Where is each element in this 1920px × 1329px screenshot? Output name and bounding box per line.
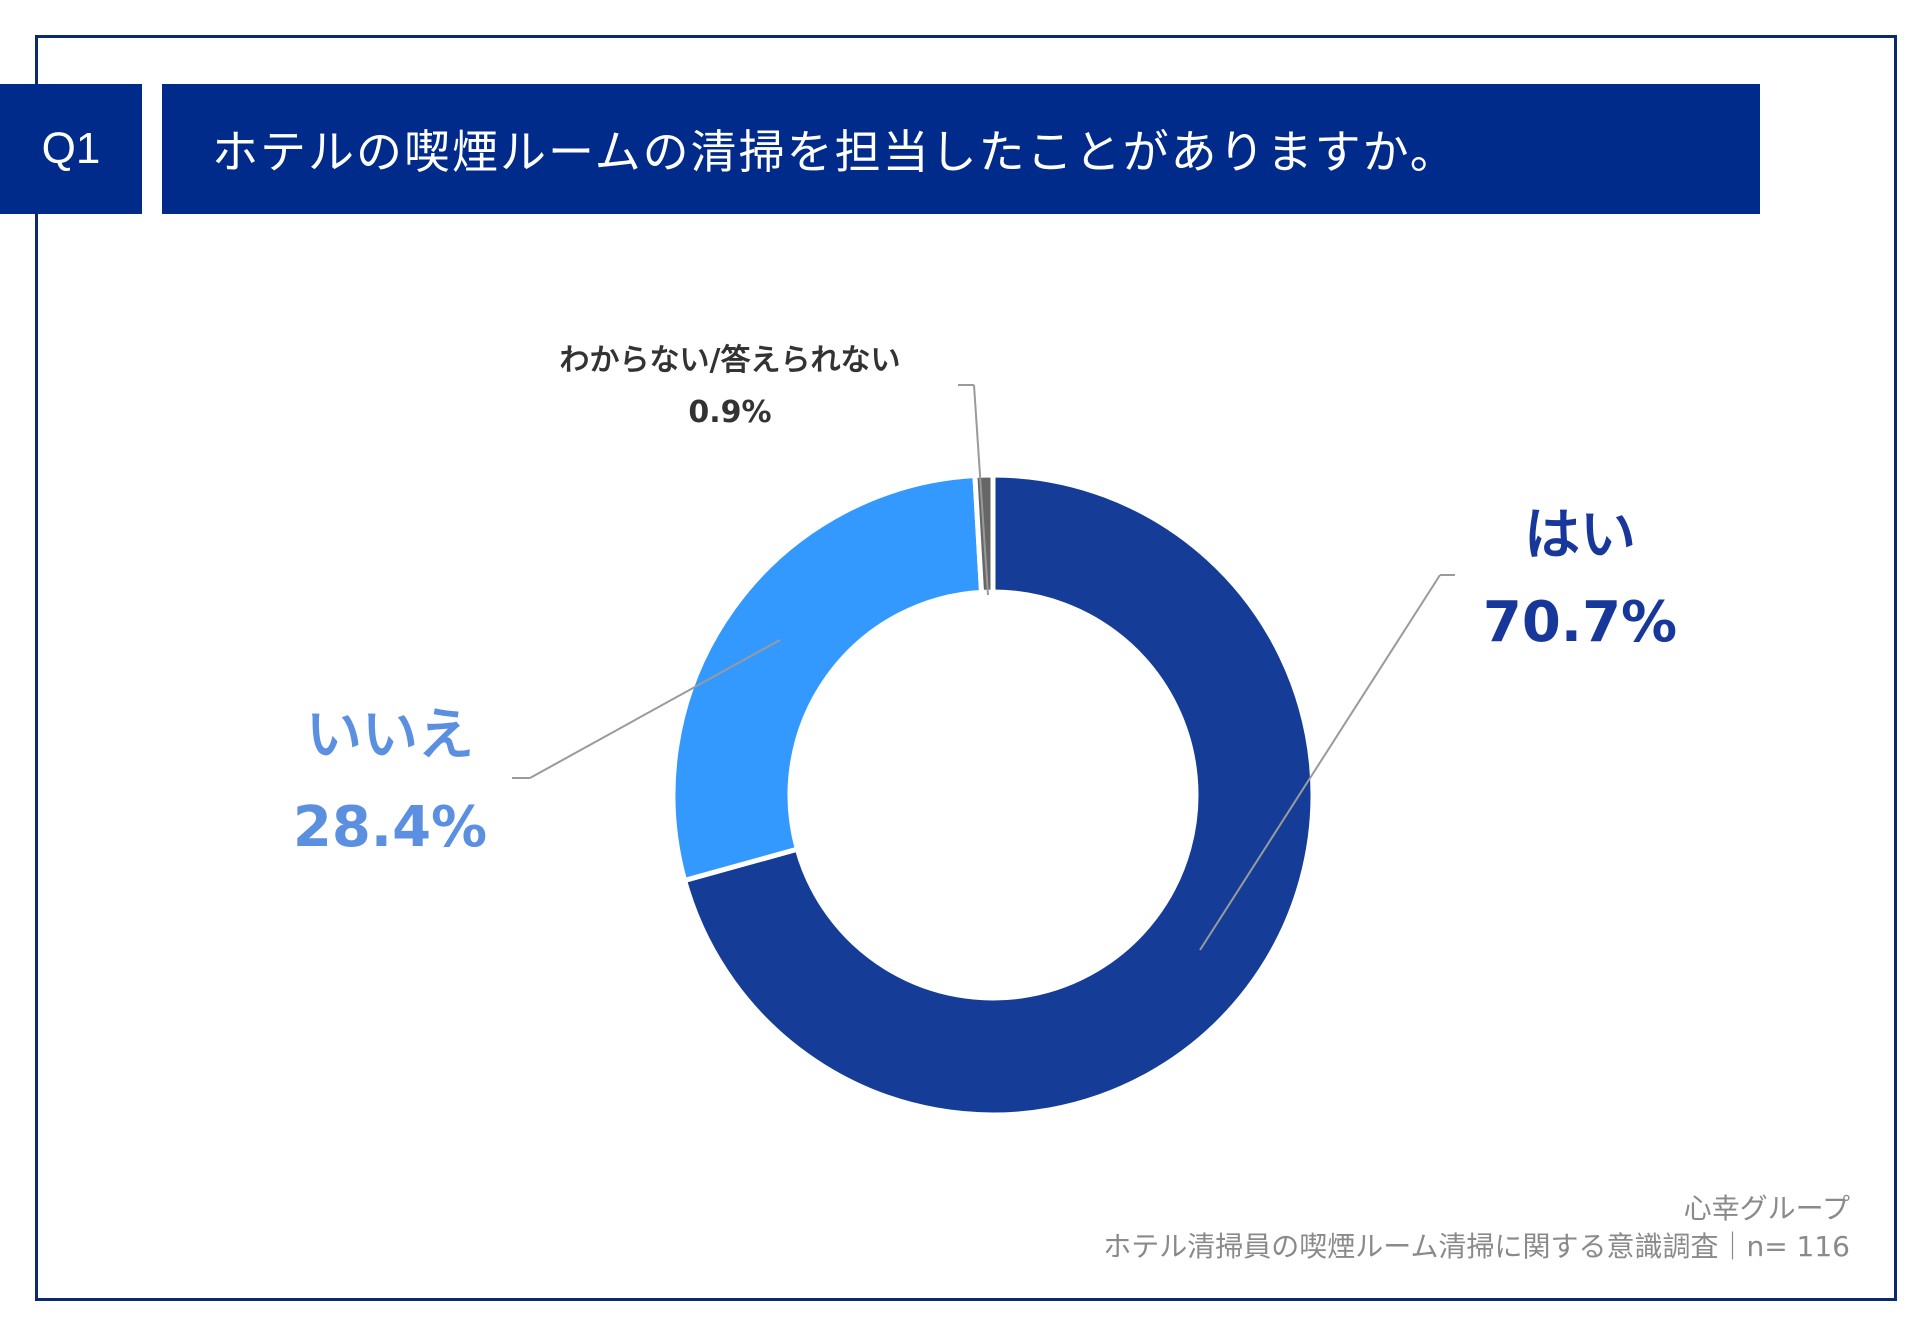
label-dont-know-name: わからない/答えられない (559, 343, 901, 378)
leader-line-dk (973, 384, 989, 596)
label-yes-name: はい (1524, 503, 1636, 568)
label-yes-value: 70.7% (1482, 590, 1678, 655)
chart-frame (35, 35, 1897, 1301)
question-number-badge: Q1 (0, 84, 142, 214)
leader-line-no (529, 639, 781, 779)
label-dont-know-value: 0.9% (688, 395, 772, 430)
donut-slice-no (670, 472, 985, 884)
label-no-name: いいえ (306, 703, 474, 768)
donut-slice-yes (681, 472, 1316, 1118)
footer-source: 心幸グループ ホテル清掃員の喫煙ルーム清掃に関する意識調査｜n= 116 (1103, 1190, 1850, 1266)
leader-line-yes (1199, 574, 1441, 951)
footer-org: 心幸グループ (1683, 1192, 1850, 1225)
question-title: ホテルの喫煙ルームの清掃を担当したことがありますか。 (162, 84, 1760, 214)
label-no-value: 28.4% (292, 795, 488, 860)
footer-survey: ホテル清掃員の喫煙ルーム清掃に関する意識調査｜n= 116 (1103, 1230, 1850, 1263)
